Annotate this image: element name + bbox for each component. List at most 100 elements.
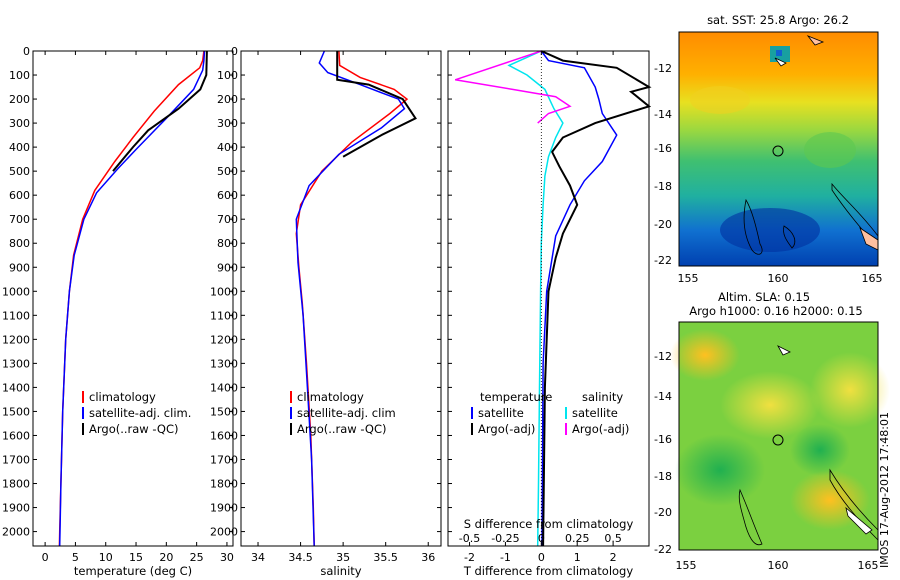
x-tick-label: -1	[500, 551, 511, 564]
y-tick-label: 2000	[2, 526, 30, 539]
y-tick-label: 300	[9, 117, 30, 130]
sla-land-right	[845, 506, 873, 535]
sla-lat-tick: -14	[654, 390, 672, 403]
x-tick-label: 30	[220, 551, 234, 564]
sst-map-frame	[678, 31, 879, 267]
difference-series-temperature-satellite	[540, 50, 618, 547]
y-tick-label: 1600	[2, 429, 30, 442]
legend-label: Argo(-adj)	[478, 422, 535, 436]
x-tick-label: -2	[464, 551, 475, 564]
sla-island-top	[777, 345, 791, 356]
sla-lon-tick: 165	[858, 559, 879, 572]
top-x-tick-label: -0.25	[491, 532, 519, 545]
legend-label: Argo(..raw -QC)	[89, 422, 179, 436]
y-tick-label: 1000	[210, 285, 238, 298]
y-tick-label: 500	[217, 165, 238, 178]
y-tick-label: 1200	[210, 333, 238, 346]
sst-cloud-pixel	[776, 50, 782, 56]
sla-high-patch-nw	[670, 329, 740, 381]
y-tick-label: 900	[9, 261, 30, 274]
y-tick-label: 800	[217, 237, 238, 250]
difference-axes-frame	[447, 50, 650, 547]
temperature-series-argo-raw-qc-	[112, 50, 208, 172]
y-tick-label: 800	[9, 237, 30, 250]
top-x-tick-label: -0.5	[459, 532, 480, 545]
sst-lat-tick: -14	[654, 108, 672, 121]
salinity-series-climatology	[295, 50, 409, 547]
sla-map	[670, 321, 890, 551]
sst-lat-tick: -18	[654, 180, 672, 193]
top-x-tick-label: 0.5	[604, 532, 622, 545]
y-tick-label: 1800	[210, 478, 238, 491]
x-tick-label: 0	[538, 551, 545, 564]
y-tick-label: 500	[9, 165, 30, 178]
legend-label: satellite	[478, 406, 524, 420]
legend-label: Argo(-adj)	[572, 422, 629, 436]
sst-coastline-bottom	[743, 198, 763, 255]
y-tick-label: 1400	[2, 381, 30, 394]
difference-series-salinity-satellite	[507, 50, 564, 547]
sla-lat-tick: -12	[654, 350, 672, 363]
sst-lat-tick: -22	[654, 254, 672, 267]
x-axis-label: temperature (deg C)	[74, 564, 192, 578]
legend-label: satellite-adj. clim.	[89, 406, 191, 420]
sst-lon-tick: 155	[678, 272, 699, 285]
sla-lon-tick: 155	[676, 559, 697, 572]
sst-lon-tick: 160	[768, 272, 789, 285]
salinity-series-argo-raw-qc-	[336, 51, 417, 158]
temperature-profile-panel: 0100200300400500600700800900100011001200…	[2, 45, 234, 578]
y-tick-label: 1700	[2, 453, 30, 466]
y-tick-label: 1400	[210, 381, 238, 394]
sla-lat-tick: -20	[654, 506, 672, 519]
difference-series-salinity-argo-adj-	[454, 50, 572, 124]
legend-label: Argo(..raw -QC)	[297, 422, 387, 436]
top-x-axis-label: S difference from climatology	[464, 517, 634, 531]
x-axis-label: salinity	[320, 564, 361, 578]
x-tick-label: 36	[421, 551, 435, 564]
salinity-profile-panel: 0 100 200 300 400 500 600 700 800 900 1000 1100 1200…	[210, 45, 442, 578]
y-tick-label: 1200	[2, 333, 30, 346]
temperature-series-satellite-adj-clim-	[58, 50, 206, 547]
y-tick-label: 1900	[210, 502, 238, 515]
y-tick-label: 100	[9, 69, 30, 82]
y-tick-label: 0	[23, 45, 30, 58]
y-tick-label: 1900	[2, 502, 30, 515]
legend-title-temperature: temperature	[480, 390, 552, 404]
y-tick-label: 900	[217, 261, 238, 274]
y-tick-label: 0	[231, 45, 238, 58]
sla-map-frame	[678, 321, 879, 551]
sla-map-title-line2: Argo h1000: 0.16 h2000: 0.15	[689, 304, 862, 318]
sst-warm-patch	[690, 86, 750, 114]
difference-series-temperature-argo-adj-	[540, 50, 652, 547]
temperature-series-climatology	[58, 50, 205, 547]
sst-lon-tick: 165	[862, 272, 883, 285]
x-tick-label: 15	[129, 551, 143, 564]
x-axis-label: T difference from climatology	[463, 564, 634, 578]
y-tick-label: 300	[217, 117, 238, 130]
sst-island-left	[774, 57, 787, 67]
sla-lat-tick: -22	[654, 543, 672, 556]
sla-map-axes: 155 160 165 -12 -14 -16 -18 -20 -22	[654, 350, 878, 572]
y-tick-label: 400	[9, 141, 30, 154]
y-tick-label: 1100	[2, 309, 30, 322]
sla-high-patch-e	[810, 352, 890, 428]
sla-argo-float-marker	[772, 434, 784, 446]
legend-label: satellite	[572, 406, 618, 420]
top-x-tick-label: 0.25	[565, 532, 590, 545]
timestamp-stamp: IMOS 17-Aug-2012 17:48:01	[878, 412, 891, 568]
sla-low-patch-s	[790, 424, 850, 476]
sla-coastline-bottom	[738, 488, 763, 546]
sst-argo-float-marker	[772, 145, 784, 157]
x-tick-label: 35.5	[373, 551, 398, 564]
y-tick-label: 1300	[2, 357, 30, 370]
sst-map-title: sat. SST: 25.8 Argo: 26.2	[707, 13, 849, 27]
legend-label: climatology	[89, 390, 156, 404]
sst-lat-tick: -20	[654, 218, 672, 231]
legend-label: climatology	[297, 390, 364, 404]
sla-low-patch-sw	[675, 434, 765, 506]
y-tick-label: 1700	[210, 453, 238, 466]
y-tick-label: 1800	[2, 478, 30, 491]
y-tick-label: 1300	[210, 357, 238, 370]
x-tick-label: 2	[610, 551, 617, 564]
y-tick-label: 100	[217, 69, 238, 82]
